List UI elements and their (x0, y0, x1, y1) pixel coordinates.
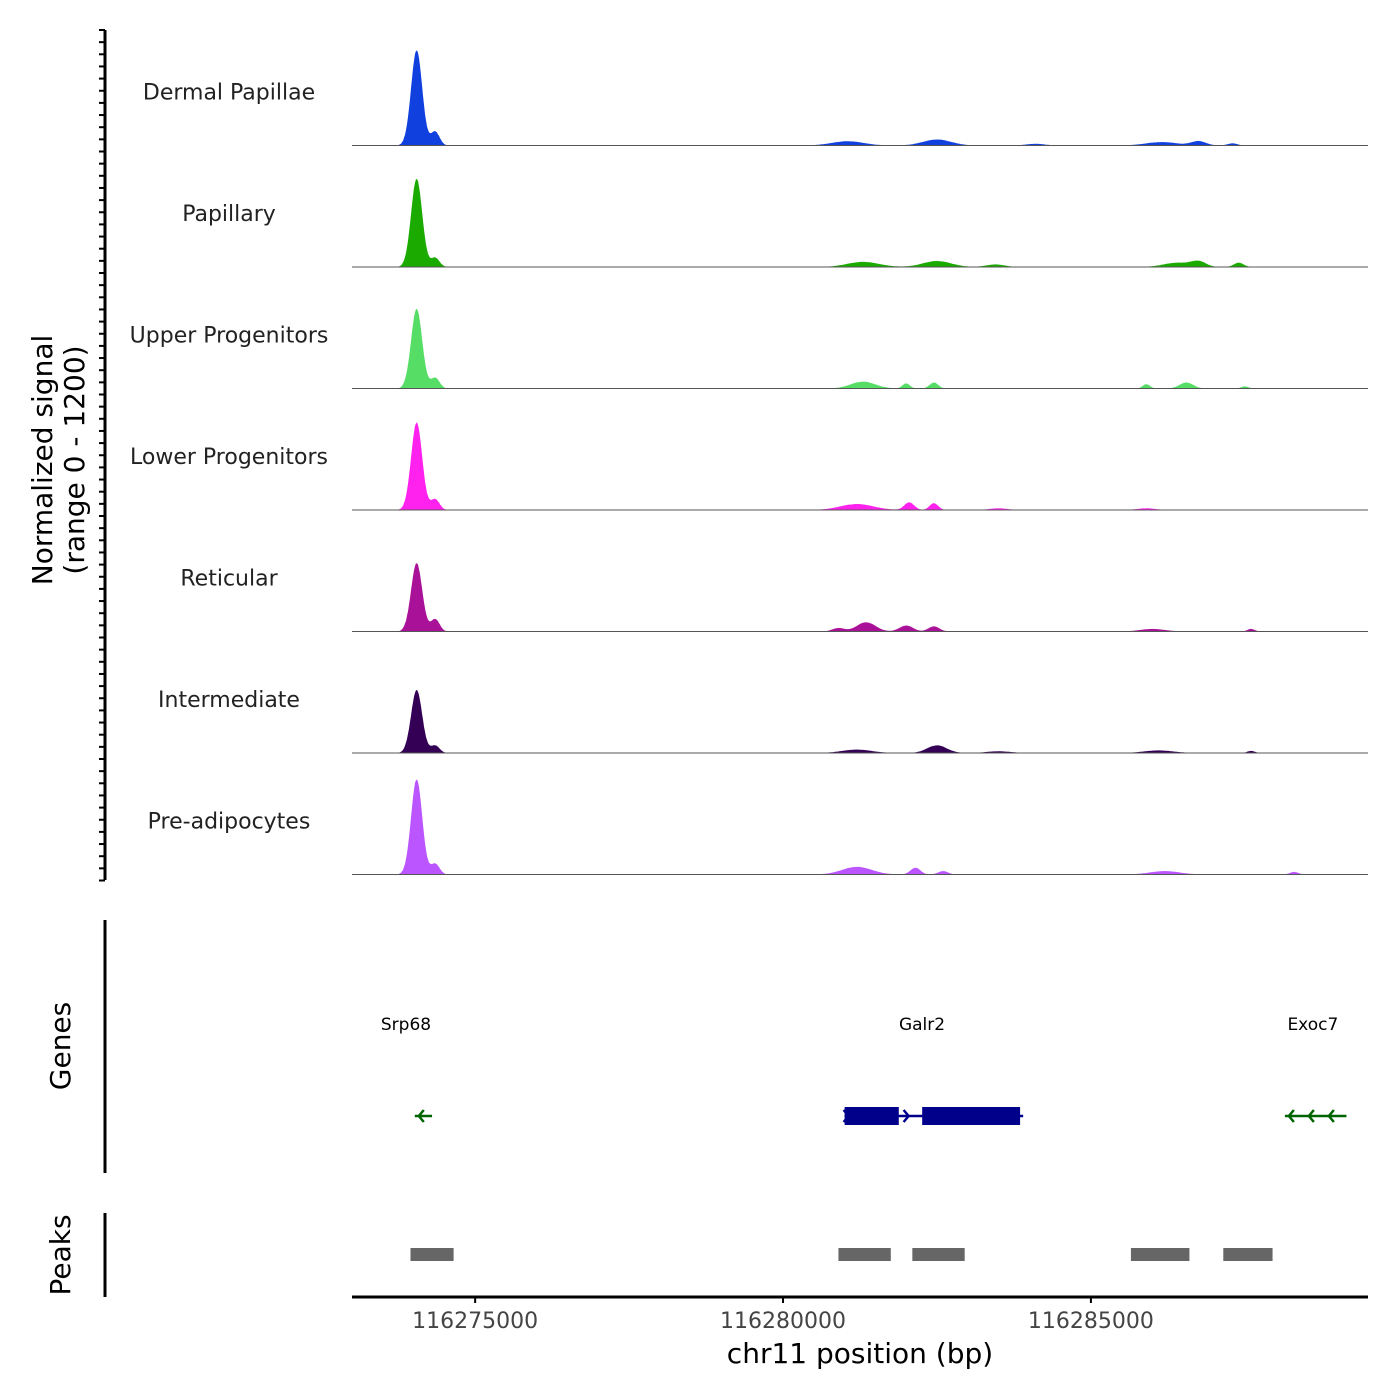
strand-arrow (1327, 1109, 1335, 1123)
strand-arrow (882, 1109, 891, 1123)
track-intermediate: Intermediate (158, 688, 1368, 754)
gene-label: Galr2 (899, 1015, 945, 1035)
y-axis-title-line1: Normalized signal (26, 335, 59, 586)
signal-area (352, 179, 1328, 267)
coverage-tracks: Dermal Papillae Papillary Upper Progenitor… (130, 50, 1368, 875)
genes-axis-title: Genes (44, 1002, 77, 1090)
gene-srp68: Srp68 (381, 1015, 433, 1123)
peak-region (1223, 1248, 1273, 1261)
strand-arrow (417, 1109, 425, 1123)
gene-exon (844, 1107, 899, 1125)
signal-area (352, 50, 1328, 146)
gene-label: Exoc7 (1287, 1015, 1338, 1035)
x-tick-label: 116280000 (720, 1309, 846, 1334)
track-lower-progenitors: Lower Progenitors (130, 422, 1368, 511)
strand-arrow (1002, 1109, 1011, 1123)
track-label: Intermediate (158, 688, 300, 713)
track-label: Pre-adipocytes (148, 810, 311, 835)
strand-arrow (902, 1109, 911, 1123)
track-label: Reticular (180, 567, 278, 592)
x-axis-title: chr11 position (bp) (727, 1337, 993, 1370)
track-pre-adipocytes: Pre-adipocytes (148, 779, 1368, 875)
gene-exoc7: Exoc7 (1284, 1015, 1347, 1123)
track-label: Lower Progenitors (130, 445, 328, 470)
signal-area (352, 690, 1328, 753)
track-upper-progenitors: Upper Progenitors (130, 308, 1368, 389)
peaks-track (410, 1248, 1273, 1261)
x-tick-label: 116275000 (412, 1309, 538, 1334)
peak-region (410, 1248, 454, 1261)
strand-arrow (962, 1109, 971, 1123)
track-label: Dermal Papillae (143, 81, 315, 106)
genes-track: Srp68 Galr2 Exoc7 (381, 1015, 1347, 1125)
x-tick-label: 116285000 (1028, 1309, 1154, 1334)
gene-label: Srp68 (381, 1015, 431, 1035)
signal-area (352, 422, 1328, 510)
peaks-axis-title: Peaks (44, 1214, 77, 1295)
signal-area (352, 308, 1328, 389)
strand-arrow (982, 1109, 991, 1123)
gene-galr2: Galr2 (842, 1015, 1024, 1125)
signal-area (352, 563, 1328, 632)
track-papillary: Papillary (182, 179, 1368, 268)
strand-arrow (942, 1109, 951, 1123)
gene-exon (922, 1107, 1021, 1125)
strand-arrow (1287, 1109, 1295, 1123)
axes: Normalized signal (range 0 - 1200) Genes… (26, 29, 1368, 1370)
peak-region (912, 1248, 965, 1261)
track-dermal-papillae: Dermal Papillae (143, 50, 1368, 146)
peak-region (838, 1248, 891, 1261)
peak-region (1130, 1248, 1190, 1261)
track-label: Upper Progenitors (130, 324, 329, 349)
strand-arrow (842, 1109, 851, 1123)
strand-arrow (862, 1109, 871, 1123)
track-label: Papillary (182, 202, 276, 227)
y-axis-title-line2: (range 0 - 1200) (58, 345, 91, 574)
track-reticular: Reticular (180, 563, 1368, 632)
strand-arrow (1307, 1109, 1315, 1123)
strand-arrow (922, 1109, 931, 1123)
signal-area (352, 779, 1328, 875)
